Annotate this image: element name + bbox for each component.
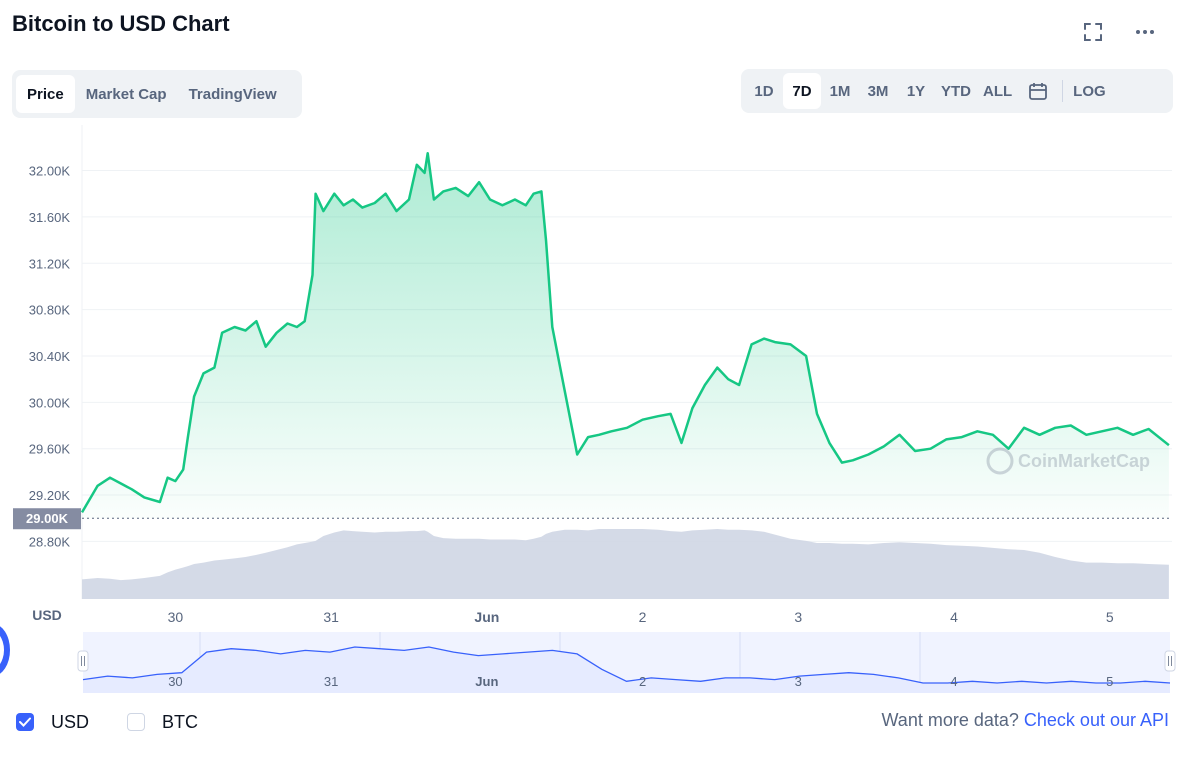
fullscreen-icon[interactable] (1081, 20, 1105, 44)
checkbox-checked-icon (16, 713, 34, 731)
y-tick-label: 32.00K (29, 164, 71, 179)
log-scale-toggle[interactable]: LOG (1073, 82, 1106, 100)
x-tick-label: 31 (323, 609, 339, 625)
navigator-left-handle[interactable] (77, 650, 89, 672)
x-tick-label: Jun (474, 609, 499, 625)
btc-label: BTC (162, 711, 199, 732)
range-all[interactable]: ALL (983, 82, 1013, 100)
x-tick-label: 2 (639, 609, 647, 625)
navigator-label: Jun (475, 674, 498, 689)
chart-type-tabs: Price Market Cap TradingView (12, 70, 302, 118)
range-3m[interactable]: 3M (867, 82, 889, 100)
y-tick-label: 30.40K (29, 349, 71, 364)
reference-label-bg (13, 508, 81, 530)
range-ytd[interactable]: YTD (941, 82, 971, 100)
api-link[interactable]: Check out our API (1023, 710, 1169, 730)
chart-footer: USD BTC Want more data? Check out our AP… (16, 708, 1176, 736)
divider (1062, 80, 1064, 102)
watermark-text: CoinMarketCap (1018, 451, 1150, 471)
tab-market-cap[interactable]: Market Cap (85, 85, 167, 103)
range-1y[interactable]: 1Y (906, 82, 926, 100)
usd-checkbox[interactable]: USD (16, 712, 89, 733)
checkbox-unchecked-icon (127, 713, 146, 731)
coinmarketcap-watermark: CoinMarketCap (986, 447, 1150, 475)
more-data-prompt: Want more data? Check out our API (881, 710, 1169, 731)
volume-area (82, 529, 1169, 599)
y-tick-label: 28.80K (29, 534, 71, 549)
usd-label: USD (51, 711, 90, 732)
price-area (82, 153, 1169, 519)
x-tick-label: 5 (1106, 609, 1114, 625)
range-1m[interactable]: 1M (829, 82, 851, 100)
price-chart: 28.80K 29.20K 29.60K 30.00K 30.40K 30.80K 31.2… (13, 125, 1176, 693)
side-tab-indicator-mask (0, 628, 4, 672)
range-1d[interactable]: 1D (754, 82, 774, 100)
navigator-label: 4 (950, 674, 957, 689)
more-horizontal-icon[interactable] (1133, 20, 1157, 44)
x-tick-label: 30 (168, 609, 184, 625)
navigator-label: 30 (168, 674, 182, 689)
time-range-selector: 1D 7D 1M 3M 1Y YTD ALL LOG (741, 69, 1173, 113)
navigator-label: 2 (639, 674, 646, 689)
navigator-line (82, 646, 1171, 684)
btc-checkbox[interactable]: BTC (127, 712, 198, 733)
navigator-area (83, 647, 1170, 693)
tab-price[interactable]: Price (16, 75, 75, 113)
watermark-logo-icon (986, 447, 1014, 475)
more-data-text: Want more data? (881, 710, 1019, 730)
x-tick-label: 3 (794, 609, 802, 625)
y-tick-label: 31.60K (29, 210, 71, 225)
y-tick-label: 30.80K (29, 303, 71, 318)
navigator-label: 3 (795, 674, 802, 689)
y-tick-label: 30.00K (29, 395, 71, 410)
header-actions (1081, 20, 1157, 44)
tab-tradingview[interactable]: TradingView (188, 85, 277, 103)
side-tab-indicator (0, 624, 10, 676)
price-line (80, 151, 1170, 514)
y-axis-unit-label: USD (32, 607, 62, 623)
page-title: Bitcoin to USD Chart (12, 11, 230, 36)
x-tick-label: 4 (950, 609, 958, 625)
y-tick-label: 29.20K (29, 488, 71, 503)
y-tick-label: 31.20K (29, 256, 71, 271)
y-tick-label: 29.60K (29, 442, 71, 457)
range-7d[interactable]: 7D (783, 73, 821, 109)
reference-label: 29.00K (26, 511, 69, 526)
navigator-label: 5 (1106, 674, 1113, 689)
navigator-right-handle[interactable] (1164, 650, 1176, 672)
navigator-label: 31 (324, 674, 338, 689)
calendar-icon[interactable] (1018, 73, 1058, 109)
